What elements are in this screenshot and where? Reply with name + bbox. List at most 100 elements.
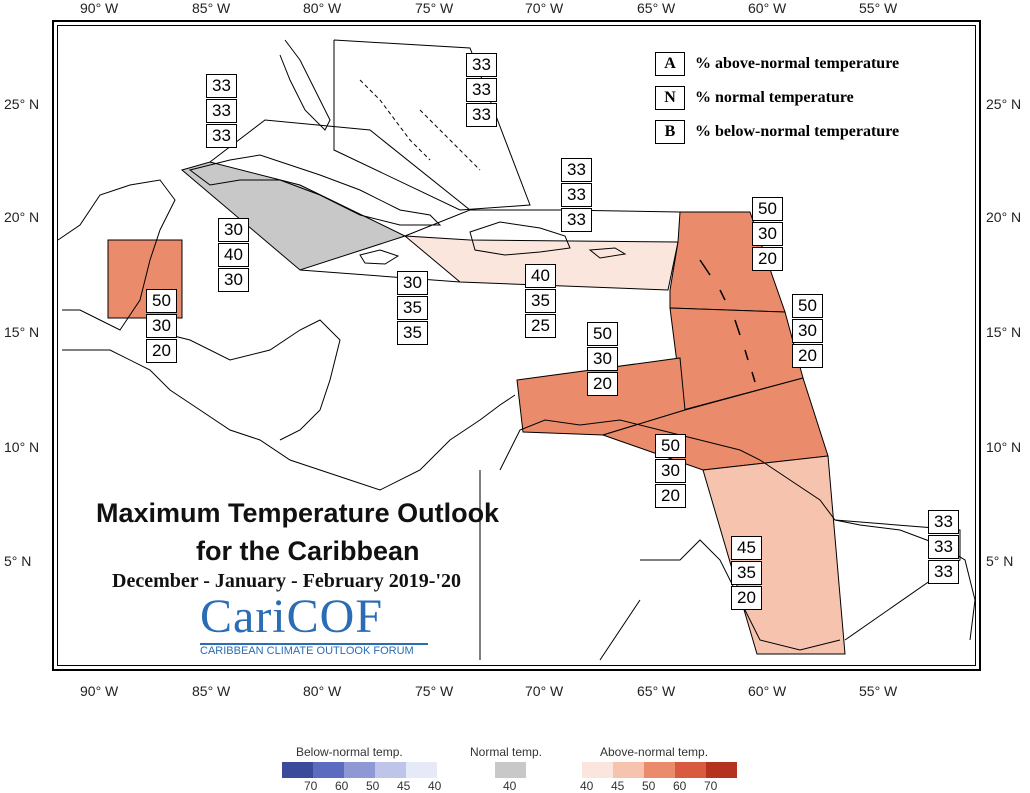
tick-top-80w: 80° W	[303, 0, 342, 16]
prob-box-turks-caicos: 33 33 33	[561, 158, 592, 232]
coastline-lesser-antilles	[699, 259, 756, 383]
prob-box-trinidad: 50 30 20	[655, 434, 686, 508]
colorbar-tick: 60	[673, 779, 687, 793]
prob-box-guyana: 45 35 20	[731, 536, 762, 610]
prob-below: 33	[561, 208, 592, 232]
prob-normal: 30	[752, 222, 783, 246]
caricof-logo: CariCOF CARIBBEAN CLIMATE OUTLOOK FORUM	[200, 593, 428, 657]
prob-above: 50	[792, 294, 823, 318]
tick-right-15n: 15° N	[986, 324, 1022, 340]
prob-normal: 30	[146, 314, 177, 338]
prob-above: 30	[397, 271, 428, 295]
colorbar-tick: 45	[611, 779, 625, 793]
prob-below: 30	[218, 268, 249, 292]
title-line2: for the Caribbean	[196, 536, 420, 566]
colorbar-tick: 50	[366, 779, 380, 793]
prob-below: 33	[928, 560, 959, 584]
colorbar-tick: 60	[335, 779, 349, 793]
prob-above: 33	[928, 510, 959, 534]
coastline-puerto-rico	[588, 247, 627, 259]
key-normal-letter: N	[655, 86, 685, 110]
colorbar-swatch	[375, 762, 406, 778]
colorbar-tick: 40	[428, 779, 442, 793]
prob-box-abc: 50 30 20	[587, 322, 618, 396]
prob-box-windward: 50 30 20	[792, 294, 823, 368]
region-bahamas-outline	[333, 39, 531, 211]
key-normal: N % normal temperature	[655, 86, 854, 110]
colorbar-swatch	[495, 762, 526, 778]
tick-left-15n: 15° N	[4, 324, 40, 340]
tick-bottom-55w: 55° W	[859, 683, 898, 699]
prob-box-hispaniola: 40 35 25	[525, 264, 556, 338]
key-below: B % below-normal temperature	[655, 120, 899, 144]
tick-right-20n: 20° N	[986, 209, 1022, 225]
prob-below: 35	[397, 321, 428, 345]
prob-box-suriname: 33 33 33	[928, 510, 959, 584]
colorbar-swatch	[406, 762, 437, 778]
prob-above: 33	[206, 74, 237, 98]
prob-box-leeward: 50 30 20	[752, 197, 783, 271]
prob-below: 33	[206, 124, 237, 148]
colorbar-below	[282, 762, 437, 778]
region-guyana	[702, 455, 846, 655]
tick-left-20n: 20° N	[4, 209, 40, 225]
colorbar-above-label: Above-normal temp.	[600, 745, 709, 759]
logo-subtitle: CARIBBEAN CLIMATE OUTLOOK FORUM	[200, 643, 428, 657]
coastline-florida	[279, 39, 331, 131]
tick-bottom-90w: 90° W	[80, 683, 119, 699]
colorbar-below-label: Below-normal temp.	[296, 745, 403, 759]
prob-normal: 35	[525, 289, 556, 313]
tick-top-70w: 70° W	[525, 0, 564, 16]
tick-top-90w: 90° W	[80, 0, 119, 16]
prob-box-bahamas: 33 33 33	[466, 53, 497, 127]
tick-bottom-85w: 85° W	[192, 683, 231, 699]
key-above-letter: A	[655, 52, 685, 76]
prob-above: 40	[525, 264, 556, 288]
prob-below: 20	[655, 484, 686, 508]
prob-above: 33	[466, 53, 497, 77]
key-below-text: % below-normal temperature	[695, 123, 900, 140]
tick-top-60w: 60° W	[748, 0, 787, 16]
tick-bottom-65w: 65° W	[637, 683, 676, 699]
colorbar-tick: 70	[304, 779, 318, 793]
colorbar-swatch	[282, 762, 313, 778]
prob-normal: 35	[731, 561, 762, 585]
region-cuba-outline	[209, 119, 471, 237]
prob-below: 20	[146, 339, 177, 363]
prob-normal: 30	[655, 459, 686, 483]
tick-left-10n: 10° N	[4, 439, 40, 455]
tick-bottom-75w: 75° W	[415, 683, 454, 699]
prob-box-jamaica: 30 35 35	[397, 271, 428, 345]
tick-left-25n: 25° N	[4, 96, 40, 112]
prob-above: 50	[587, 322, 618, 346]
prob-normal: 40	[218, 243, 249, 267]
key-above-text: % above-normal temperature	[695, 55, 900, 72]
prob-box-cuba: 33 33 33	[206, 74, 237, 148]
prob-normal: 30	[792, 319, 823, 343]
logo-wordmark: CariCOF	[200, 590, 384, 643]
region-suriname-outline	[834, 519, 961, 641]
coastline-honduras	[149, 319, 341, 441]
colorbar-tick: 50	[642, 779, 656, 793]
prob-below: 20	[792, 344, 823, 368]
prob-above: 33	[561, 158, 592, 182]
prob-above: 45	[731, 536, 762, 560]
colorbar-normal	[495, 762, 526, 778]
key-above: A % above-normal temperature	[655, 52, 899, 76]
colorbar-swatch	[644, 762, 675, 778]
colorbar-normal-label: Normal temp.	[470, 745, 543, 759]
key-normal-text: % normal temperature	[695, 89, 854, 106]
colorbar-swatch	[675, 762, 706, 778]
colorbar-swatch	[344, 762, 375, 778]
tick-right-5n: 5° N	[986, 553, 1014, 569]
colorbar-swatch	[582, 762, 613, 778]
coastline-south-america-interior	[479, 470, 841, 661]
map-inner-frame	[57, 25, 976, 666]
prob-box-western-cuba: 30 40 30	[218, 218, 249, 292]
coastline-jamaica	[359, 249, 400, 265]
coastline-bahamas	[359, 79, 481, 171]
colorbar-tick: 40	[580, 779, 594, 793]
tick-right-25n: 25° N	[986, 96, 1022, 112]
prob-above: 30	[218, 218, 249, 242]
